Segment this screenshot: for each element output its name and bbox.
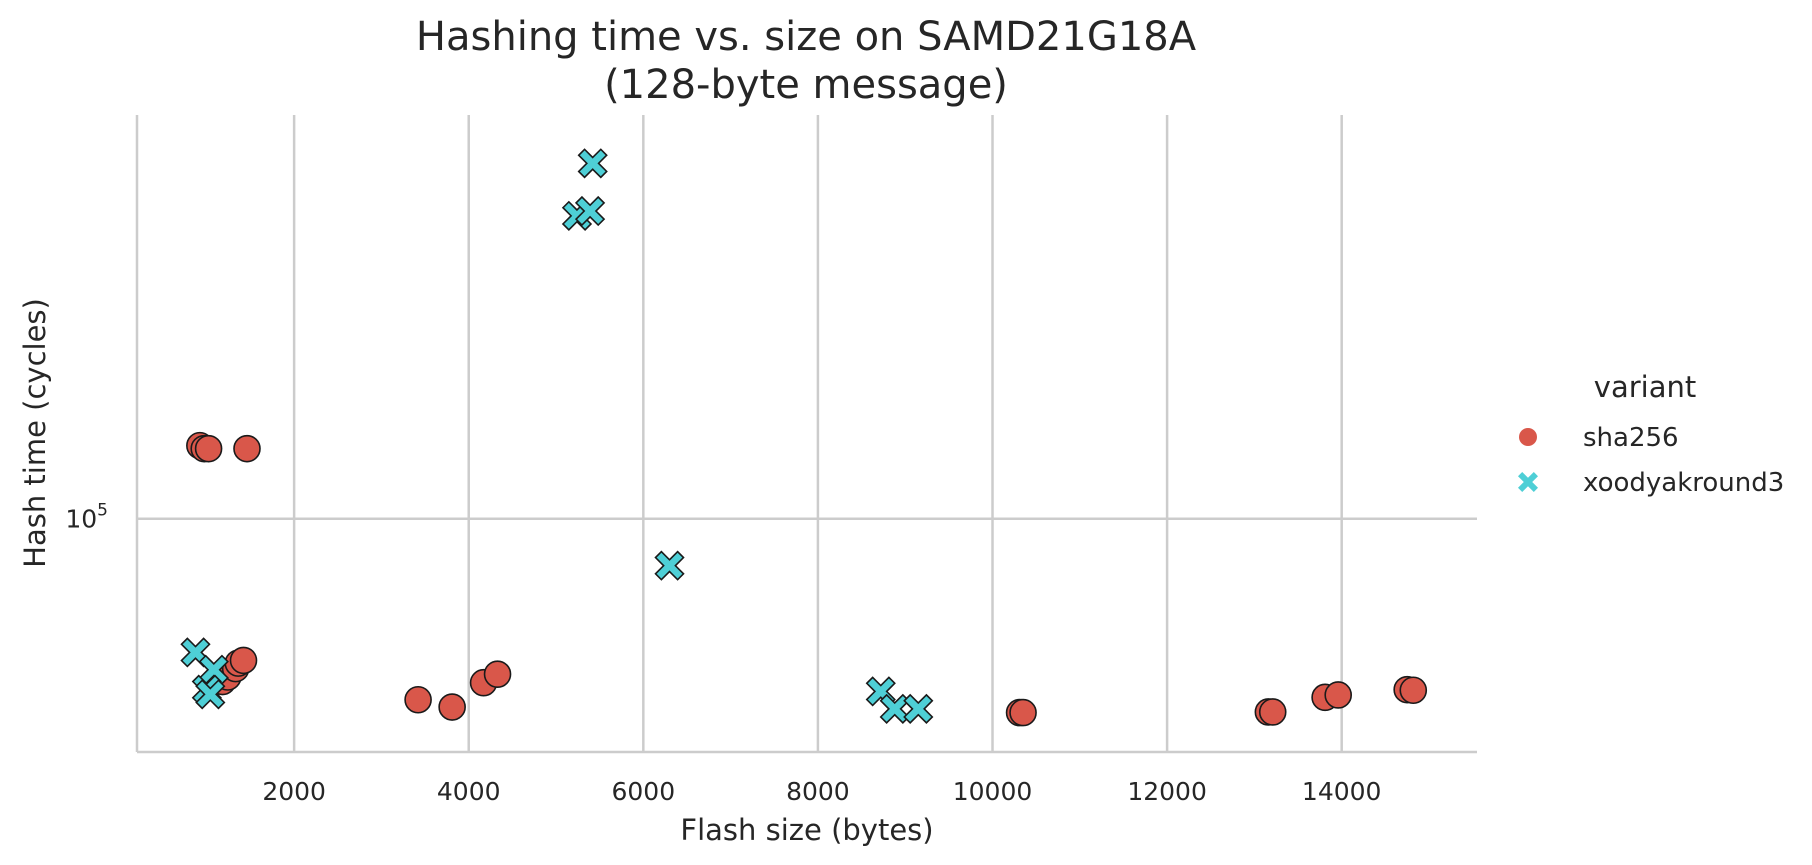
x-tick-label: 6000 xyxy=(612,777,676,806)
sha256-point xyxy=(483,660,512,688)
y-axis-label: Hash time (cycles) xyxy=(18,298,52,568)
x-tick-label: 4000 xyxy=(437,777,501,806)
sha256-point xyxy=(1324,681,1352,709)
y-tick-label: 105 xyxy=(65,501,108,534)
sha256-point xyxy=(229,646,258,675)
x-tick-label: 8000 xyxy=(786,777,850,806)
legend-label-xoodyakround3: xoodyakround3 xyxy=(1583,468,1784,498)
sha256-point xyxy=(194,434,223,463)
sha256-point xyxy=(404,685,432,714)
x-tick-label: 14000 xyxy=(1302,777,1382,806)
sha256-point xyxy=(1399,676,1428,705)
legend: variant sha256 xoodyakround3 xyxy=(1518,370,1784,498)
x-axis-label: Flash size (bytes) xyxy=(680,813,933,847)
data-points xyxy=(180,148,1428,727)
legend-marker-xoodyakround3 xyxy=(1518,472,1538,492)
axes: 2000 4000 6000 8000 10000 12000 14000 105 xyxy=(65,115,1477,806)
xoodyakround3-point xyxy=(903,693,934,725)
x-tick-label: 2000 xyxy=(262,777,326,806)
sha256-point xyxy=(1009,698,1037,727)
x-tick-label: 10000 xyxy=(953,777,1033,806)
legend-marker-sha256 xyxy=(1519,428,1537,446)
grid xyxy=(137,115,1477,752)
xoodyakround3-point xyxy=(195,679,226,710)
sha256-point xyxy=(233,434,261,463)
chart-title: Hashing time vs. size on SAMD21G18A xyxy=(416,14,1197,60)
xoodyakround3-point xyxy=(198,654,229,685)
chart-subtitle: (128-byte message) xyxy=(604,62,1008,108)
legend-label-sha256: sha256 xyxy=(1583,423,1679,453)
sha256-point xyxy=(438,693,466,721)
sha256-point xyxy=(1258,698,1287,726)
legend-title: variant xyxy=(1594,370,1696,404)
xoodyakround3-point xyxy=(574,195,606,227)
xoodyakround3-point xyxy=(654,550,685,581)
xoodyakround3-point xyxy=(577,148,608,179)
x-tick-label: 12000 xyxy=(1127,777,1207,806)
